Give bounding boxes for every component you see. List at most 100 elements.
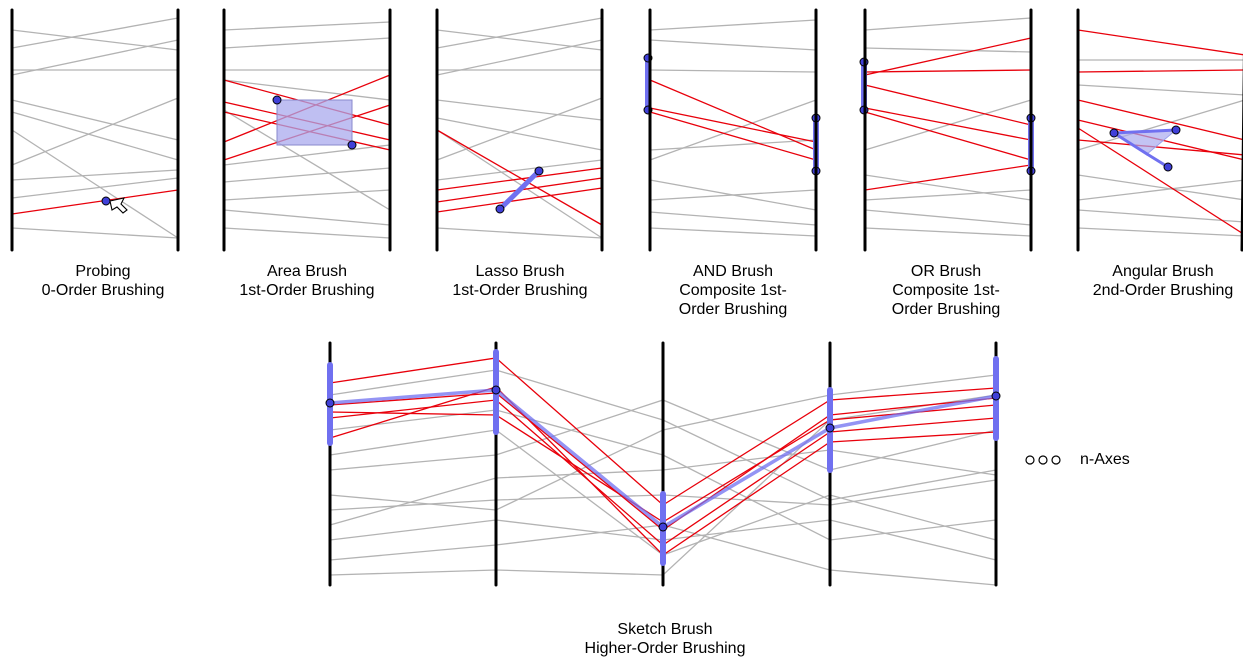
panel-angular: [1076, 8, 1243, 252]
brush-handle: [534, 166, 544, 176]
caption-title: Angular Brush: [1112, 263, 1214, 280]
context-polyline: [1077, 227, 1243, 237]
caption-subtitle: Composite 1st-: [892, 282, 1000, 299]
selected-polyline: [864, 107, 1032, 141]
context-polyline: [864, 17, 1032, 31]
caption-subtitle: 0-Order Brushing: [41, 282, 165, 299]
context-polyline: [223, 21, 391, 31]
context-polyline: [436, 227, 603, 239]
brush-handle: [1171, 125, 1181, 135]
caption-lasso-brush: Lasso Brush 1st-Order Brushing: [445, 262, 595, 300]
context-polyline: [436, 117, 603, 151]
sketch-handle: [991, 391, 1001, 401]
context-polyline: [649, 227, 817, 237]
caption-subtitle: Higher-Order Brushing: [584, 640, 746, 657]
context-polyline: [864, 99, 1032, 151]
selected-polyline: [864, 164, 1032, 191]
brush-handle: [1163, 162, 1173, 172]
panel-or: [859, 8, 1036, 252]
context-polyline: [864, 174, 1032, 201]
context-polyline: [1077, 209, 1243, 223]
context-polyline: [223, 189, 391, 201]
selected-polyline: [649, 107, 817, 143]
context-polyline: [1077, 99, 1243, 151]
context-polyline: [864, 227, 1032, 237]
context-polyline: [649, 139, 817, 151]
context-polyline: [436, 159, 603, 181]
caption-angular-brush: Angular Brush 2nd-Order Brushing: [1083, 262, 1243, 300]
context-polyline: [11, 99, 179, 141]
caption-and-brush: AND Brush Composite 1st- Order Brushing: [658, 262, 808, 319]
context-polyline: [223, 37, 391, 49]
caption-title: Probing: [75, 263, 131, 280]
sketch-panel: [325, 341, 1001, 587]
caption-subtitle: 2nd-Order Brushing: [1092, 282, 1234, 299]
context-polyline: [864, 47, 1032, 53]
sketch-handle: [825, 423, 835, 433]
context-polyline: [223, 167, 391, 183]
context-polyline: [436, 29, 603, 51]
caption-area-brush: Area Brush 1st-Order Brushing: [232, 262, 382, 300]
context-polyline: [223, 144, 391, 166]
selected-polyline: [649, 111, 817, 161]
context-polyline: [11, 129, 179, 239]
context-polyline: [864, 189, 1032, 201]
context-polyline: [1077, 84, 1243, 96]
caption-title: Sketch Brush: [617, 621, 713, 638]
sketch-handle: [325, 398, 335, 408]
caption-title: Lasso Brush: [475, 263, 565, 280]
more-axes-label: n-Axes: [1080, 451, 1130, 468]
context-polyline: [436, 99, 603, 121]
selected-polyline: [864, 111, 1032, 161]
panels-layer: [10, 8, 1243, 252]
selected-polyline: [436, 129, 603, 226]
panel-and: [643, 8, 821, 252]
selected-polyline: [11, 189, 179, 215]
brush-handle: [347, 140, 357, 150]
selected-polyline: [1077, 69, 1243, 73]
cursor-arrow-icon: [109, 197, 128, 214]
context-polyline: [11, 97, 179, 166]
caption-subtitle: 1st-Order Brushing: [452, 282, 588, 299]
caption-subtitle-2: Order Brushing: [891, 301, 1001, 318]
selected-polyline: [1077, 139, 1243, 156]
area-brush-rect: [276, 99, 353, 146]
angular-arm: [1112, 131, 1149, 156]
context-polyline: [223, 109, 391, 211]
context-polyline: [436, 17, 603, 49]
context-polyline: [436, 39, 603, 76]
context-polyline: [864, 209, 1032, 226]
selected-polyline: [1077, 127, 1243, 235]
context-polyline: [436, 129, 603, 239]
caption-title: Area Brush: [266, 263, 348, 280]
selected-polyline: [864, 37, 1032, 76]
context-polyline: [11, 17, 179, 49]
more-axes-ellipsis-icon: [1025, 455, 1061, 465]
context-polyline: [1077, 174, 1243, 201]
context-polyline: [649, 39, 817, 51]
caption-or-brush: OR Brush Composite 1st- Order Brushing: [871, 262, 1021, 319]
context-polyline: [223, 79, 391, 101]
context-polyline: [1077, 179, 1243, 201]
brush-handle: [272, 95, 282, 105]
context-polyline: [649, 99, 817, 161]
sketch-handle: [491, 385, 501, 395]
context-polyline: [649, 211, 817, 226]
selected-polyline: [1077, 99, 1243, 141]
panel-probing: [10, 8, 180, 252]
caption-subtitle: Composite 1st-: [679, 282, 787, 299]
caption-sketch-brush: Sketch Brush Higher-Order Brushing: [555, 620, 775, 658]
angular-arm: [1112, 128, 1178, 135]
selected-polyline: [436, 187, 603, 213]
caption-probing: Probing 0-Order Brushing: [28, 262, 178, 300]
context-polyline: [223, 227, 391, 239]
panel-area: [222, 8, 392, 252]
caption-title: OR Brush: [910, 263, 982, 280]
selected-polyline: [649, 79, 817, 151]
caption-subtitle: 1st-Order Brushing: [239, 282, 375, 299]
context-polyline: [649, 19, 817, 31]
context-polyline: [11, 227, 179, 239]
brush-handle: [495, 204, 505, 214]
selected-polyline: [436, 167, 603, 191]
